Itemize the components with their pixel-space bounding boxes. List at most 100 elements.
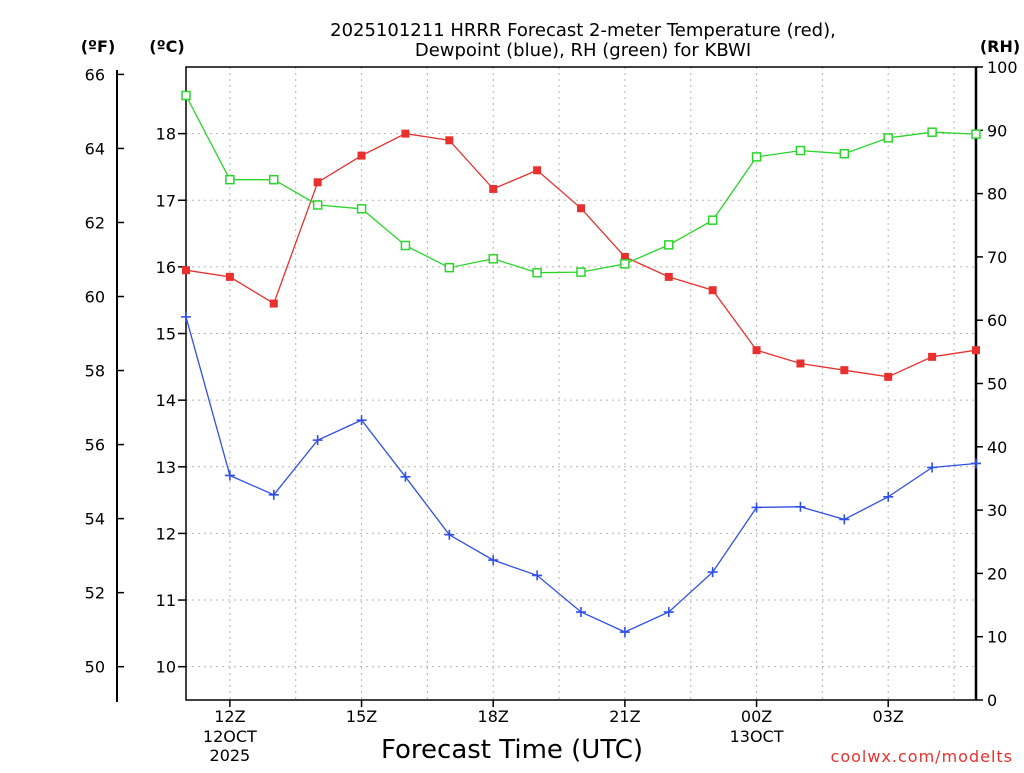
x-tick-label: 12Z bbox=[214, 707, 245, 726]
celsius-tick-label: 14 bbox=[156, 391, 176, 410]
temperature-point bbox=[533, 166, 542, 175]
rh-point bbox=[620, 259, 630, 269]
fahrenheit-tick-label: 60 bbox=[85, 288, 105, 307]
rh-point bbox=[312, 200, 323, 210]
rh-tick-label: 30 bbox=[987, 501, 1007, 520]
rh-point bbox=[664, 240, 674, 250]
celsius-tick-label: 10 bbox=[156, 658, 176, 677]
rh-tick-label: 20 bbox=[987, 564, 1007, 583]
rh-point bbox=[576, 267, 586, 277]
dewpoint-point bbox=[663, 607, 674, 618]
plot-frame bbox=[185, 66, 977, 701]
fahrenheit-tick-label: 52 bbox=[85, 584, 105, 603]
rh-point bbox=[883, 133, 893, 143]
fahrenheit-tick-label: 66 bbox=[85, 65, 105, 84]
x-tick-label: 15Z bbox=[346, 707, 377, 726]
fahrenheit-tick-label: 62 bbox=[85, 213, 105, 232]
x-tick-label: 21Z bbox=[609, 707, 640, 726]
temperature-point bbox=[182, 266, 190, 275]
temperature-point bbox=[752, 346, 761, 355]
temperature-point bbox=[796, 359, 805, 368]
dewpoint-point bbox=[268, 489, 279, 500]
x-axis-label: Forecast Time (UTC) bbox=[381, 735, 643, 765]
rh-point bbox=[707, 215, 718, 225]
x-date-label: 13OCT bbox=[730, 727, 784, 746]
celsius-tick-label: 13 bbox=[156, 458, 176, 477]
chart-title-line1: 2025101211 HRRR Forecast 2-meter Tempera… bbox=[330, 20, 836, 41]
rh-point bbox=[488, 254, 498, 264]
fahrenheit-tick-label: 56 bbox=[85, 436, 105, 455]
dewpoint-point bbox=[488, 555, 499, 566]
temperature-point bbox=[664, 272, 673, 281]
dewpoint-point bbox=[576, 607, 586, 618]
dewpoint-point bbox=[532, 570, 543, 581]
dewpoint-point bbox=[707, 567, 718, 578]
temperature-point bbox=[620, 252, 629, 261]
dewpoint-point bbox=[971, 458, 981, 469]
rh-tick-label: 40 bbox=[987, 438, 1007, 457]
x-tick-label: 03Z bbox=[873, 707, 904, 726]
celsius-tick-label: 11 bbox=[156, 591, 176, 610]
gridlines bbox=[186, 67, 976, 700]
rh-point bbox=[400, 240, 411, 251]
dewpoint-point bbox=[839, 514, 850, 525]
fahrenheit-tick-label: 64 bbox=[85, 139, 105, 158]
rh-point bbox=[971, 129, 981, 139]
fahrenheit-tick-label: 50 bbox=[85, 658, 105, 677]
dewpoint-point bbox=[312, 435, 323, 446]
rh-point bbox=[927, 127, 937, 137]
rh-point bbox=[444, 262, 455, 273]
dewpoint-point bbox=[224, 470, 235, 481]
temperature-point bbox=[225, 272, 234, 281]
temperature-point bbox=[972, 346, 980, 355]
rh-line bbox=[185, 95, 977, 274]
x-tick-label: 18Z bbox=[478, 707, 509, 726]
rh-point bbox=[181, 90, 191, 101]
rh-tick-label: 90 bbox=[987, 121, 1007, 140]
rh-point bbox=[225, 174, 235, 185]
temperature-point bbox=[840, 366, 849, 375]
rh-tick-label: 70 bbox=[987, 248, 1007, 267]
dewpoint-point bbox=[400, 471, 411, 482]
rh-point bbox=[269, 174, 279, 185]
temperature-point bbox=[357, 151, 366, 160]
celsius-tick-label: 16 bbox=[156, 258, 176, 277]
dewpoint-line bbox=[185, 316, 977, 633]
celsius-tick-label: 15 bbox=[156, 325, 176, 344]
dewpoint-point bbox=[619, 627, 630, 638]
rh-tick-label: 60 bbox=[987, 311, 1007, 330]
temperature-point bbox=[269, 299, 278, 308]
dewpoint-point bbox=[751, 502, 762, 513]
x-date-label: 12OCT bbox=[203, 727, 257, 746]
dewpoint-point bbox=[444, 529, 455, 540]
rh-tick-label: 0 bbox=[987, 691, 997, 710]
temperature-point bbox=[928, 352, 937, 361]
rh-tick-label: 80 bbox=[987, 185, 1007, 204]
celsius-tick-label: 12 bbox=[156, 524, 176, 543]
temperature-point bbox=[708, 286, 717, 295]
rh-tick-label: 100 bbox=[987, 58, 1018, 77]
celsius-tick-label: 18 bbox=[156, 125, 176, 144]
dewpoint-point bbox=[927, 462, 938, 473]
dewpoint-point bbox=[181, 311, 191, 322]
x-tick-label: 00Z bbox=[741, 707, 772, 726]
temperature-point bbox=[401, 129, 410, 138]
rh-point bbox=[795, 145, 806, 156]
temperature-point bbox=[313, 178, 322, 187]
temperature-line bbox=[185, 132, 977, 378]
rh-point bbox=[751, 152, 762, 162]
x-year-label: 2025 bbox=[210, 746, 251, 765]
credit-text: coolwx.com/modelts bbox=[831, 747, 1013, 766]
dewpoint-point bbox=[356, 415, 367, 426]
rh-point bbox=[839, 148, 850, 159]
fahrenheit-tick-label: 54 bbox=[85, 510, 105, 529]
temperature-point bbox=[445, 136, 454, 145]
fahrenheit-tick-label: 58 bbox=[85, 362, 105, 381]
axes bbox=[116, 66, 983, 707]
celsius-unit-label: (ºC) bbox=[149, 37, 184, 56]
rh-tick-label: 50 bbox=[987, 375, 1007, 394]
fahrenheit-unit-label: (ºF) bbox=[81, 37, 116, 56]
dewpoint-point bbox=[883, 491, 894, 502]
tick-labels: 10 11 12 13 14 15 16 17 18 50 52 54 56 58 60 62 64 66 0 10 2… bbox=[85, 58, 1018, 765]
